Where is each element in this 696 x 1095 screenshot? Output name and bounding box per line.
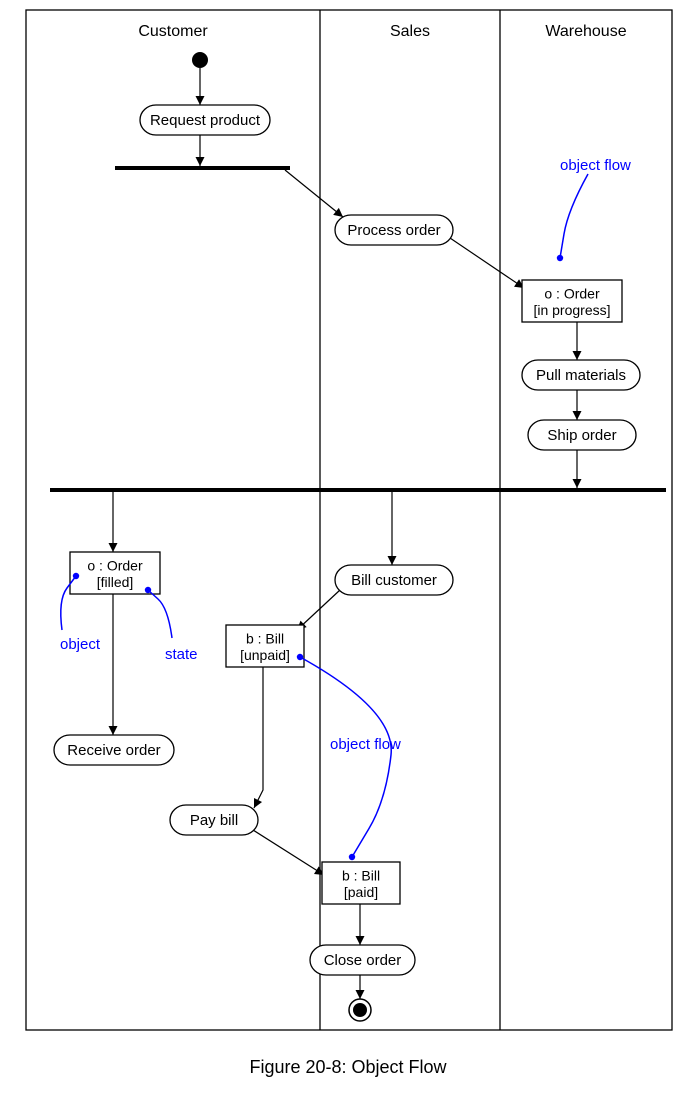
arrowhead-pull_materials-ship_order <box>573 411 582 420</box>
arrowhead-order_filled-receive_order <box>109 726 118 735</box>
annotation-label: object <box>60 636 101 653</box>
final-node <box>349 999 371 1021</box>
annotation-label: object flow <box>560 157 631 174</box>
activity-close_order: Close order <box>310 945 415 975</box>
object-state: [in progress] <box>533 302 610 318</box>
annotation-ann_state: state <box>145 587 198 663</box>
arrowhead-ship_order-join1 <box>573 479 582 488</box>
initial-node <box>192 52 208 68</box>
activity-pull_materials: Pull materials <box>522 360 640 390</box>
edge-process_order-order_in_progress <box>450 238 524 288</box>
object-flow-diagram: Customer Sales Warehouse Request product Pro… <box>0 0 696 1095</box>
activity-label: Pull materials <box>536 367 626 384</box>
arrowhead-bill_paid-close_order <box>356 936 365 945</box>
lane-title-warehouse: Warehouse <box>545 23 626 40</box>
activity-request_product: Request product <box>140 105 270 135</box>
annotation-ann_object_flow_top: object flow <box>557 157 631 261</box>
annotation-ann_object_flow_bottom: object flow <box>297 654 401 860</box>
arrowhead-close_order-final <box>356 990 365 999</box>
activity-pay_bill: Pay bill <box>170 805 258 835</box>
object-name: o : Order <box>87 557 143 573</box>
activity-label: Process order <box>347 222 440 239</box>
edge-bill_unpaid-pay_bill <box>254 667 263 808</box>
arrowhead-request_product-fork1 <box>196 157 205 166</box>
arrowhead-order_in_progress-pull_materials <box>573 351 582 360</box>
annotation-label: state <box>165 646 198 663</box>
edge-fork1-process_order <box>285 170 343 217</box>
object-name: o : Order <box>544 285 600 301</box>
object-bill_unpaid: b : Bill[unpaid] <box>226 625 304 667</box>
object-order_in_progress: o : Order[in progress] <box>522 280 622 322</box>
arrowhead-initial-request_product <box>196 96 205 105</box>
lane-title-sales: Sales <box>390 23 430 40</box>
annotation-label: object flow <box>330 736 401 753</box>
object-name: b : Bill <box>342 867 380 883</box>
activity-process_order: Process order <box>335 215 453 245</box>
edge-pay_bill-bill_paid <box>253 830 324 875</box>
activity-bill_customer: Bill customer <box>335 565 453 595</box>
object-bill_paid: b : Bill[paid] <box>322 862 400 904</box>
activity-ship_order: Ship order <box>528 420 636 450</box>
figure-caption: Figure 20-8: Object Flow <box>249 1057 447 1077</box>
object-state: [paid] <box>344 884 378 900</box>
activity-label: Close order <box>324 952 402 969</box>
object-state: [unpaid] <box>240 647 290 663</box>
object-name: b : Bill <box>246 630 284 646</box>
arrowhead-join1-bill_customer <box>388 556 397 565</box>
lane-title-customer: Customer <box>138 23 208 40</box>
activity-receive_order: Receive order <box>54 735 174 765</box>
activity-label: Request product <box>150 112 261 129</box>
object-state: [filled] <box>97 574 134 590</box>
arrowhead-fork1-process_order <box>333 208 343 217</box>
activity-label: Pay bill <box>190 812 238 829</box>
activity-label: Receive order <box>67 742 160 759</box>
activity-label: Bill customer <box>351 572 437 589</box>
activity-label: Ship order <box>547 427 616 444</box>
arrowhead-join1-order_filled <box>109 543 118 552</box>
